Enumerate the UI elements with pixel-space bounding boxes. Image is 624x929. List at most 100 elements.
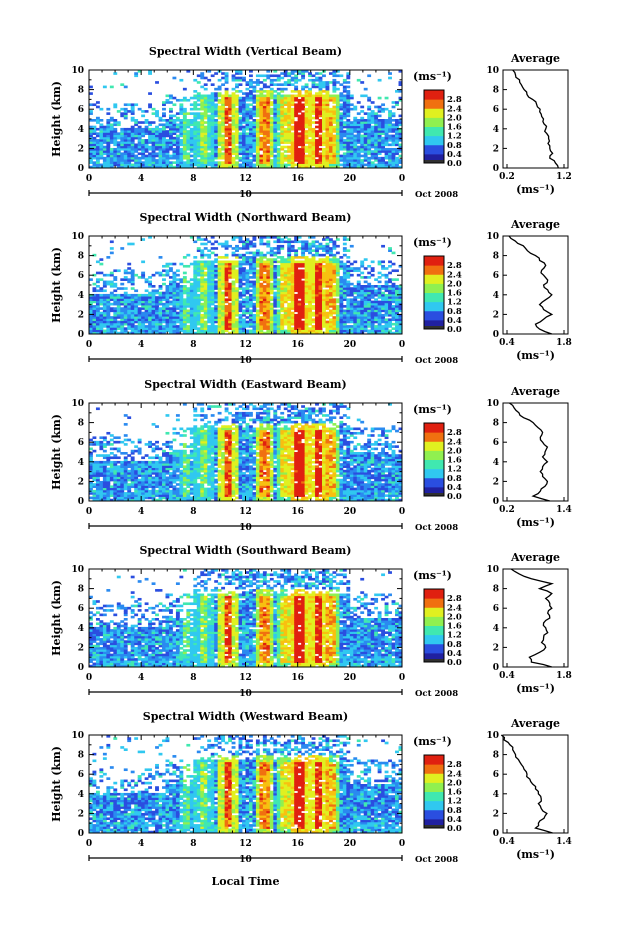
heatmap-cell [165,123,170,127]
heatmap-cell [287,327,292,330]
heatmap-cell [346,112,351,115]
heatmap-cell [228,316,232,319]
heatmap-cell [252,107,257,111]
heatmap-cell [332,107,337,111]
heatmap-cell [287,289,292,293]
heatmap-cell [287,329,292,333]
heatmap-cell [207,147,212,151]
heatmap-cell [318,156,323,160]
heatmap-cell [235,163,239,167]
heatmap-cell [238,256,243,259]
heatmap-cell [335,81,340,84]
heatmap-cell [328,320,333,324]
heatmap-cell [134,159,139,162]
heatmap-cell [89,309,93,313]
heatmap-cell [231,305,236,308]
heatmap-cell [242,98,246,102]
heatmap-cell [221,156,226,160]
heatmap-cell [367,165,372,169]
heatmap-cell [207,285,212,288]
heatmap-cell [297,147,302,151]
heatmap-cell [238,240,243,244]
heatmap-cell [332,331,337,335]
heatmap-cell [301,116,306,120]
heatmap-cell [248,130,253,133]
heatmap-cell [280,132,285,135]
heatmap-cell [335,116,340,120]
heatmap-cell [276,280,281,284]
heatmap-cell [137,311,142,315]
heatmap-cell [203,302,208,306]
heatmap-cell [120,143,125,147]
heatmap-cell [325,150,330,153]
heatmap-cell [335,143,340,147]
heatmap-cell [280,119,285,122]
heatmap-cell [252,154,257,158]
heatmap-cell [196,285,201,288]
heatmap-cell [280,141,285,144]
heatmap-cell [266,121,271,124]
heatmap-cell [297,161,302,164]
heatmap-cell [273,119,278,122]
heatmap-cell [99,311,104,315]
heatmap-cell [151,154,156,158]
heatmap-cell [141,311,146,315]
heatmap-cell [238,291,243,295]
heatmap-cell [374,121,379,124]
heatmap-cell [322,247,326,250]
heatmap-cell [214,300,219,304]
heatmap-cell [332,242,337,246]
heatmap-cell [301,139,306,142]
heatmap-cell [283,156,288,160]
heatmap-cell [374,130,379,133]
heatmap-cell [155,130,159,133]
heatmap-cell [207,260,212,264]
heatmap-cell [224,256,229,259]
heatmap-cell [210,313,215,317]
heatmap-cell [231,112,236,115]
heatmap-cell [280,291,285,295]
heatmap-cell [346,141,351,144]
heatmap-cell [276,240,281,244]
heatmap-cell [148,236,152,239]
heatmap-cell [388,147,392,151]
heatmap-cell [235,247,239,250]
heatmap-cell [231,143,236,147]
heatmap-cell [255,147,260,151]
heatmap-cell [322,154,326,158]
heatmap-cell [395,132,399,135]
heatmap-cell [193,107,198,111]
heatmap-cell [95,161,100,164]
heatmap-cell [318,152,323,156]
heatmap-cell [137,163,142,167]
heatmap-cell [193,260,198,264]
heatmap-cell [328,107,333,111]
heatmap-cell [158,136,163,140]
profile-y-tick-label: 10 [486,66,499,76]
heatmap-cell [231,269,236,273]
heatmap-cell [287,145,292,149]
heatmap-cell [95,145,100,149]
heatmap-cell [318,271,323,275]
heatmap-cell [148,161,152,164]
heatmap-cell [231,273,236,277]
heatmap-cell [203,253,208,257]
heatmap-cell [294,316,299,319]
heatmap-cell [106,123,111,127]
heatmap-cell [235,260,239,264]
heatmap-cell [109,318,114,322]
heatmap-cell [200,276,205,279]
heatmap-cell [280,127,285,131]
heatmap-cell [245,316,250,319]
heatmap-cell [318,98,323,102]
heatmap-cell [224,307,229,310]
heatmap-cell [255,300,260,304]
heatmap-cell [175,116,180,120]
heatmap-cell [266,262,271,266]
heatmap-cell [266,70,271,73]
heatmap-cell [242,76,246,80]
heatmap-cell [266,291,271,295]
heatmap-cell [318,72,323,75]
heatmap-cell [315,285,319,288]
heatmap-cell [228,165,232,169]
